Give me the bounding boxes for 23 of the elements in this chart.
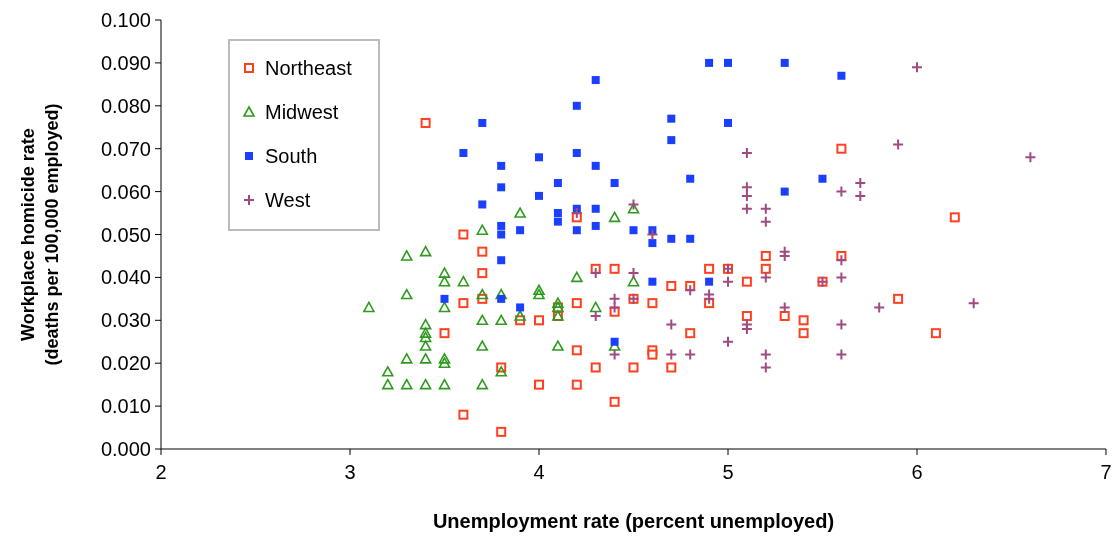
y-tick-label: 0.030 bbox=[100, 309, 151, 332]
y-tick-label: 0.010 bbox=[100, 395, 151, 418]
y-tick-label: 0.100 bbox=[100, 9, 151, 31]
y-axis-title: Workplace homicide rate (deaths per 100,000 employed) bbox=[18, 103, 62, 366]
y-tick-label: 0.070 bbox=[100, 137, 151, 160]
y-tick-label: 0.090 bbox=[100, 51, 151, 74]
x-tick-label: 4 bbox=[533, 461, 545, 483]
y-tick-label: 0.020 bbox=[100, 352, 151, 375]
x-tick-label: 7 bbox=[1100, 461, 1112, 483]
y-tick-label: 0.040 bbox=[100, 266, 151, 289]
y-tick-label: 0.060 bbox=[100, 180, 151, 203]
x-axis-title: Unemployment rate (percent unemployed) bbox=[432, 510, 835, 532]
legend-label: South bbox=[265, 145, 318, 167]
legend-label: West bbox=[265, 189, 311, 211]
x-tick-label: 6 bbox=[911, 461, 923, 483]
x-tick-label: 2 bbox=[155, 461, 167, 483]
legend-label: Midwest bbox=[265, 101, 339, 123]
x-tick-label: 5 bbox=[722, 461, 734, 483]
y-tick-label: 0.080 bbox=[100, 94, 151, 117]
x-tick-label: 3 bbox=[344, 461, 356, 483]
y-tick-label: 0.000 bbox=[100, 438, 151, 460]
y-tick-label: 0.050 bbox=[100, 223, 151, 246]
legend-label: Northeast bbox=[265, 57, 353, 79]
